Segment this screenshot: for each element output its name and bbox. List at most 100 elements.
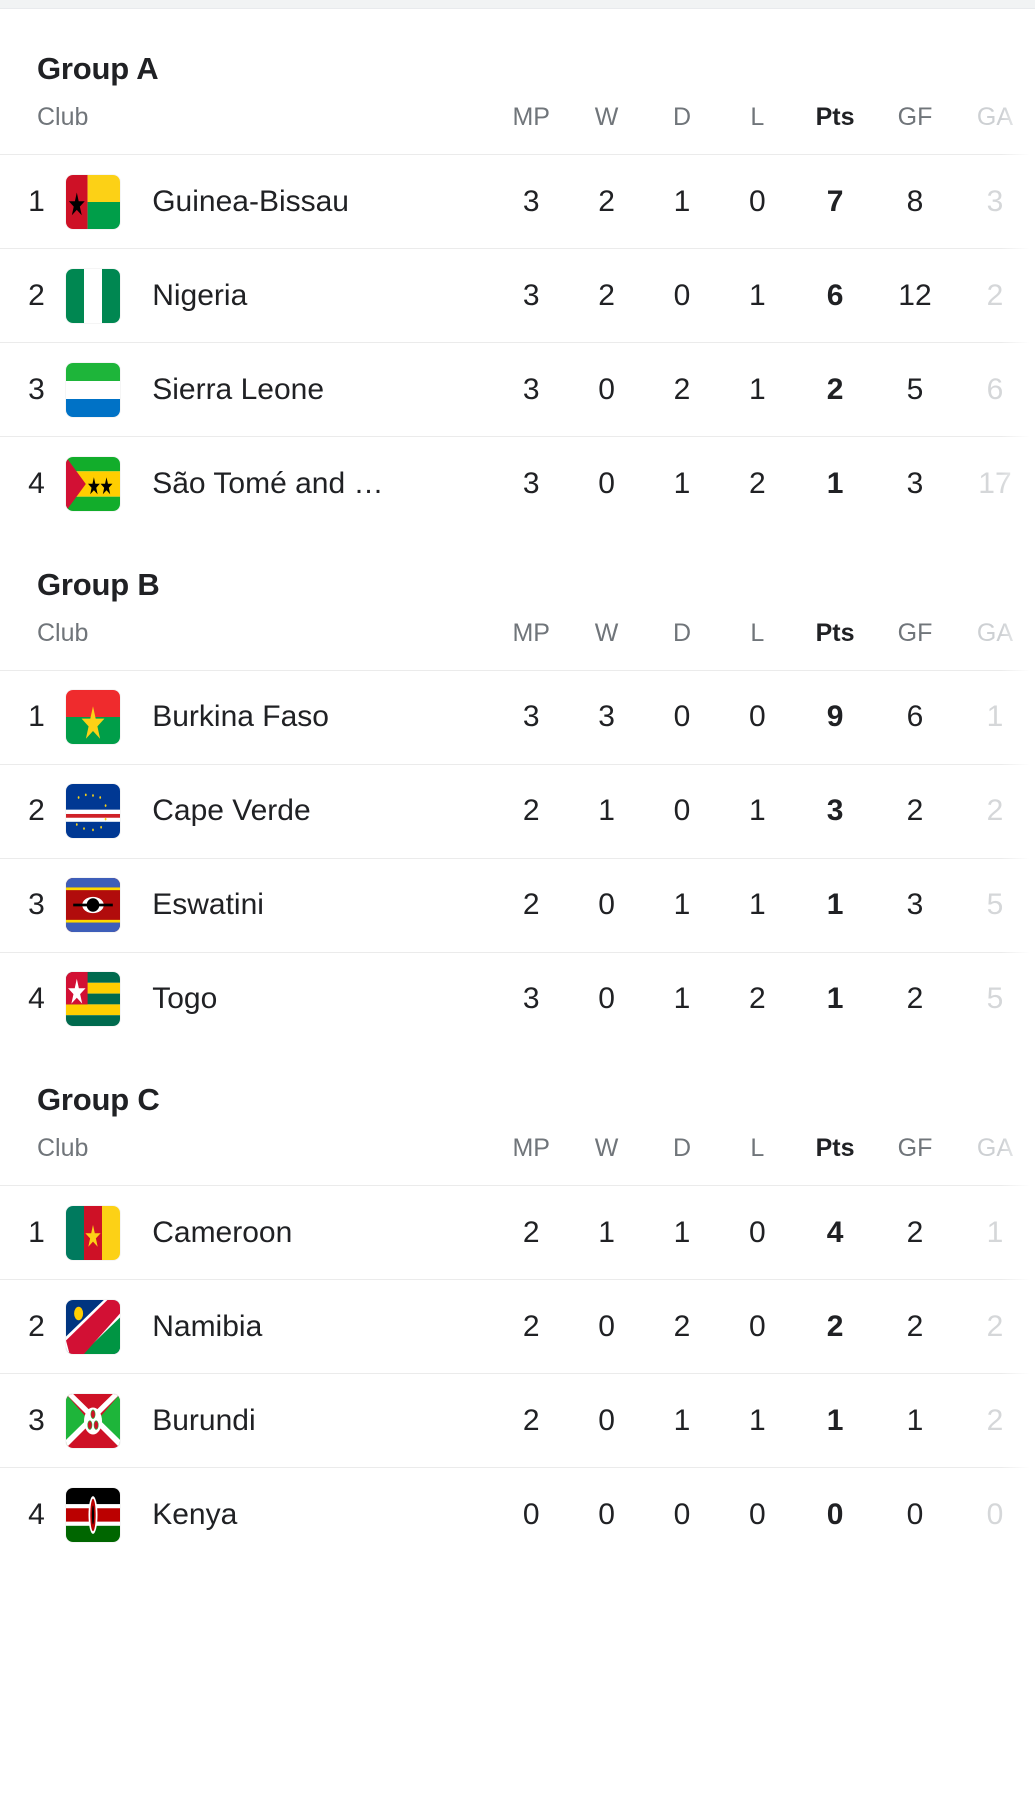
column-header-d[interactable]: D xyxy=(672,1134,691,1162)
row-d: 1 xyxy=(644,857,720,952)
column-header-ga[interactable]: GA xyxy=(976,103,1014,131)
table-row[interactable]: 2 Namibia 2 0 2 0 2 2 2 xyxy=(0,1279,1035,1374)
group-section: Group A Club MP W D L Pts GF GA 1 Guinea-Bissau 3 2… xyxy=(0,51,1035,531)
column-header-mp[interactable]: MP xyxy=(512,618,550,647)
flag-cell xyxy=(54,342,131,437)
column-header-l[interactable]: L xyxy=(750,618,765,647)
row-gf: 0 xyxy=(875,1467,955,1562)
row-club-name[interactable]: Guinea-Bissau xyxy=(130,154,494,249)
column-header-ga[interactable]: GA xyxy=(976,618,1014,647)
standings-table: Club MP W D L Pts GF GA 1 Burkina Faso 3 3 0 0 9 6 1 2 C… xyxy=(0,618,1035,1046)
flag-cell xyxy=(54,1467,131,1562)
row-w: 2 xyxy=(568,154,645,249)
row-ga: 2 xyxy=(954,763,1035,858)
column-header-w[interactable]: W xyxy=(594,1134,619,1162)
row-club-name[interactable]: Cape Verde xyxy=(130,763,494,858)
column-header-gf[interactable]: GF xyxy=(897,1134,933,1162)
row-rank: 2 xyxy=(0,248,55,343)
row-club-name[interactable]: Kenya xyxy=(130,1467,494,1562)
column-header-mp[interactable]: MP xyxy=(512,103,550,131)
row-club-name[interactable]: Namibia xyxy=(130,1279,494,1374)
table-row[interactable]: 2 Nigeria 3 2 0 1 6 12 2 xyxy=(0,248,1035,343)
row-mp: 2 xyxy=(493,1279,569,1374)
column-header-d[interactable]: D xyxy=(672,618,691,647)
row-rank: 4 xyxy=(0,436,55,531)
row-gf: 2 xyxy=(875,763,955,858)
row-rank: 2 xyxy=(0,763,55,858)
row-mp: 3 xyxy=(493,248,569,343)
row-club-name[interactable]: Burundi xyxy=(130,1373,494,1468)
column-header-l[interactable]: L xyxy=(750,1134,765,1162)
column-header-w[interactable]: W xyxy=(594,103,619,131)
table-row[interactable]: 2 Cape Verde 2 1 0 1 3 2 2 xyxy=(0,763,1035,858)
flag-burundi-icon xyxy=(65,1393,120,1448)
table-row[interactable]: 3 Sierra Leone 3 0 2 1 2 5 6 xyxy=(0,342,1035,437)
row-club-name[interactable]: Nigeria xyxy=(130,248,494,343)
row-w: 0 xyxy=(568,1467,645,1562)
table-row[interactable]: 4 Kenya 0 0 0 0 0 0 0 xyxy=(0,1467,1035,1562)
row-d: 2 xyxy=(644,1279,720,1374)
table-row[interactable]: 4 Togo 3 0 1 2 1 2 5 xyxy=(0,951,1035,1046)
column-header-pts[interactable]: Pts xyxy=(815,1134,855,1162)
flag-guinea-bissau-icon xyxy=(65,174,120,229)
group-title: Group C xyxy=(37,1082,160,1117)
row-ga: 0 xyxy=(954,1467,1035,1562)
table-row[interactable]: 3 Burundi 2 0 1 1 1 1 2 xyxy=(0,1373,1035,1468)
column-header-club[interactable]: Club xyxy=(37,618,89,647)
column-header-pts[interactable]: Pts xyxy=(815,618,855,647)
flag-namibia-icon xyxy=(65,1299,120,1354)
row-pts: 1 xyxy=(795,1373,876,1468)
row-rank: 1 xyxy=(0,1185,55,1280)
column-header-mp[interactable]: MP xyxy=(512,1134,550,1162)
table-row[interactable]: 1 Burkina Faso 3 3 0 0 9 6 1 xyxy=(0,669,1035,764)
row-club-name[interactable]: Cameroon xyxy=(130,1185,494,1280)
row-gf: 3 xyxy=(875,857,955,952)
row-mp: 2 xyxy=(493,1185,569,1280)
row-l: 0 xyxy=(719,1279,796,1374)
row-l: 1 xyxy=(719,857,796,952)
column-header-gf[interactable]: GF xyxy=(897,618,933,647)
row-l: 2 xyxy=(719,951,796,1046)
row-rank: 1 xyxy=(0,154,55,249)
row-l: 1 xyxy=(719,763,796,858)
row-mp: 3 xyxy=(493,669,569,764)
column-header-club[interactable]: Club xyxy=(37,1134,89,1162)
column-header-l[interactable]: L xyxy=(750,103,765,131)
column-header-d[interactable]: D xyxy=(672,103,691,131)
table-row[interactable]: 1 Cameroon 2 1 1 0 4 2 1 xyxy=(0,1185,1035,1280)
row-gf: 8 xyxy=(875,154,955,249)
flag-togo-icon xyxy=(65,972,120,1027)
row-mp: 3 xyxy=(493,951,569,1046)
row-gf: 1 xyxy=(875,1373,955,1468)
column-header-club[interactable]: Club xyxy=(37,103,89,131)
row-mp: 2 xyxy=(493,763,569,858)
row-rank: 4 xyxy=(0,1467,55,1562)
row-club-name[interactable]: Eswatini xyxy=(130,857,494,952)
row-d: 1 xyxy=(644,951,720,1046)
flag-cell xyxy=(54,1279,131,1374)
row-l: 0 xyxy=(719,1467,796,1562)
row-w: 0 xyxy=(568,1373,645,1468)
row-pts: 0 xyxy=(795,1467,876,1562)
row-gf: 3 xyxy=(875,436,955,531)
row-club-name[interactable]: Sierra Leone xyxy=(130,342,494,437)
column-header-gf[interactable]: GF xyxy=(897,103,933,131)
row-l: 0 xyxy=(719,154,796,249)
row-ga: 2 xyxy=(954,248,1035,343)
row-ga: 2 xyxy=(954,1373,1035,1468)
flag-sierra-leone-icon xyxy=(65,362,120,417)
row-gf: 2 xyxy=(875,951,955,1046)
row-club-name[interactable]: Togo xyxy=(130,951,494,1046)
row-club-name[interactable]: São Tomé and … xyxy=(130,436,494,531)
flag-cell xyxy=(54,154,131,249)
table-row[interactable]: 4 São Tomé and … 3 0 1 2 1 3 17 xyxy=(0,436,1035,531)
row-club-name[interactable]: Burkina Faso xyxy=(130,669,494,764)
table-row[interactable]: 1 Guinea-Bissau 3 2 1 0 7 8 3 xyxy=(0,154,1035,249)
row-rank: 3 xyxy=(0,342,55,437)
table-row[interactable]: 3 Eswatini 2 0 1 1 1 3 5 xyxy=(0,857,1035,952)
column-header-ga[interactable]: GA xyxy=(976,1134,1014,1162)
column-header-pts[interactable]: Pts xyxy=(815,103,855,131)
row-gf: 12 xyxy=(875,248,955,343)
column-header-w[interactable]: W xyxy=(594,618,619,647)
